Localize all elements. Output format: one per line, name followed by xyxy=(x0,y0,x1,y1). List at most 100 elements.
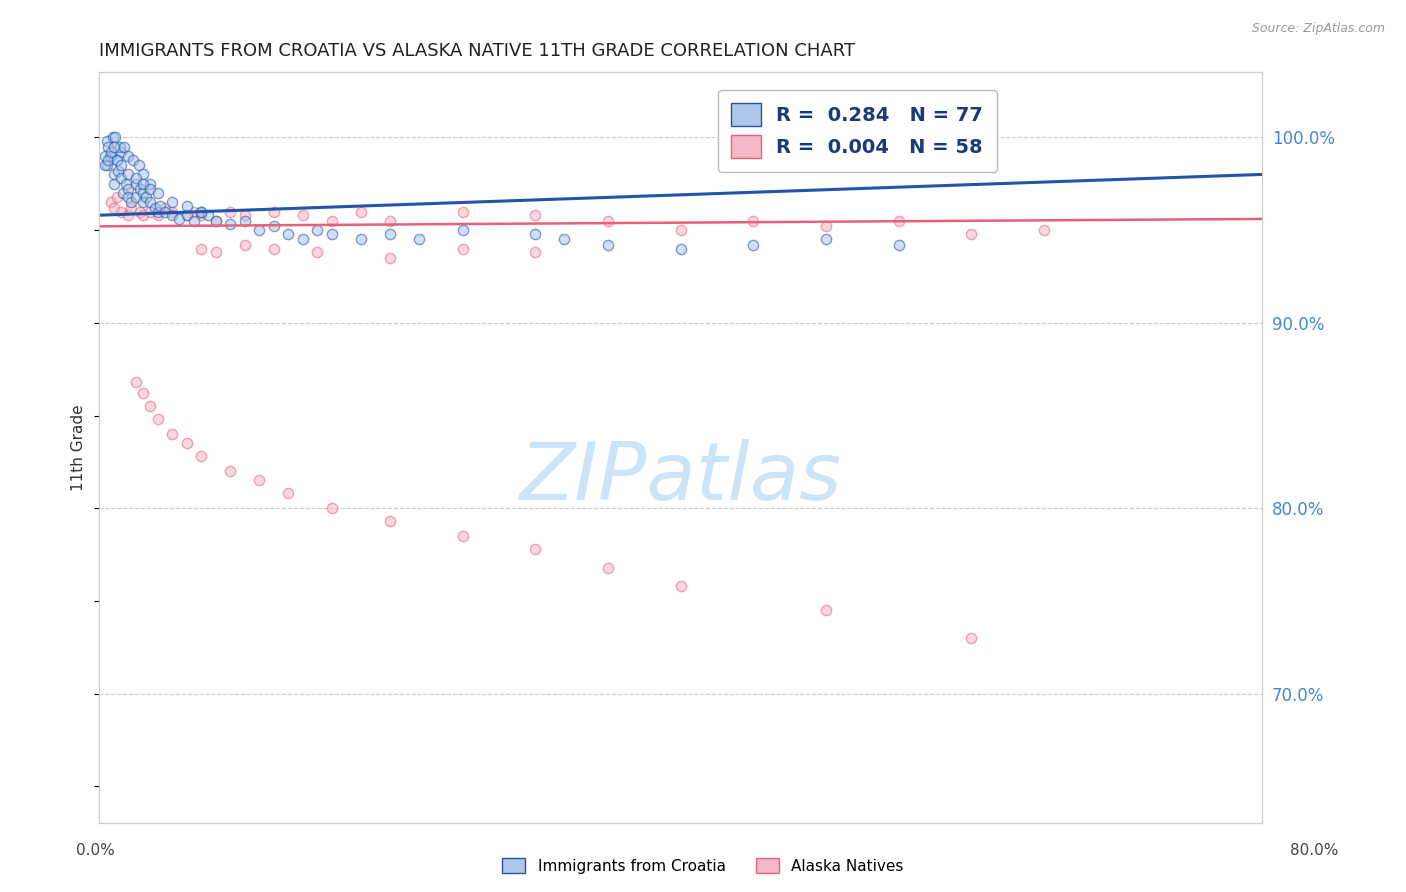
Point xyxy=(107,163,129,178)
Point xyxy=(263,204,285,219)
Point xyxy=(100,145,122,160)
Point xyxy=(98,149,121,163)
Point xyxy=(105,189,128,203)
Point xyxy=(742,238,765,252)
Point xyxy=(120,201,142,215)
Point xyxy=(451,204,474,219)
Point xyxy=(190,208,212,222)
Point xyxy=(110,204,132,219)
Point xyxy=(669,242,692,256)
Point xyxy=(277,227,299,241)
Point xyxy=(117,149,139,163)
Point xyxy=(143,201,166,215)
Point xyxy=(247,223,270,237)
Point xyxy=(197,208,219,222)
Legend: Immigrants from Croatia, Alaska Natives: Immigrants from Croatia, Alaska Natives xyxy=(496,852,910,880)
Point xyxy=(190,204,212,219)
Point xyxy=(350,232,373,246)
Point xyxy=(451,529,474,543)
Point xyxy=(176,208,198,222)
Point xyxy=(103,201,125,215)
Point xyxy=(669,223,692,237)
Point xyxy=(1033,223,1056,237)
Point xyxy=(121,153,143,167)
Point xyxy=(596,214,619,228)
Point xyxy=(815,232,838,246)
Point xyxy=(117,208,139,222)
Point xyxy=(114,177,136,191)
Point xyxy=(408,232,430,246)
Point xyxy=(103,168,125,182)
Point xyxy=(132,177,155,191)
Point xyxy=(553,232,575,246)
Point xyxy=(132,386,155,401)
Point xyxy=(110,145,132,160)
Point xyxy=(204,214,226,228)
Point xyxy=(125,375,148,389)
Text: ZIPatlas: ZIPatlas xyxy=(520,439,842,517)
Point xyxy=(291,208,314,222)
Point xyxy=(183,204,205,219)
Point xyxy=(132,168,155,182)
Point xyxy=(887,214,910,228)
Point xyxy=(596,238,619,252)
Point xyxy=(378,214,401,228)
Point xyxy=(190,242,212,256)
Point xyxy=(263,219,285,234)
Point xyxy=(100,149,122,163)
Point xyxy=(524,245,547,260)
Point xyxy=(103,177,125,191)
Point xyxy=(321,214,343,228)
Point xyxy=(160,195,183,210)
Point xyxy=(247,474,270,488)
Point xyxy=(233,214,256,228)
Point xyxy=(104,130,127,145)
Point xyxy=(146,208,169,222)
Point xyxy=(263,242,285,256)
Point xyxy=(153,204,176,219)
Point xyxy=(160,208,183,222)
Point xyxy=(596,560,619,574)
Point xyxy=(139,182,162,196)
Point xyxy=(125,189,148,203)
Point xyxy=(94,158,117,172)
Point xyxy=(307,245,329,260)
Point xyxy=(815,219,838,234)
Point xyxy=(669,579,692,593)
Point xyxy=(105,153,128,167)
Point xyxy=(111,186,134,200)
Point xyxy=(97,139,120,153)
Point xyxy=(146,186,169,200)
Text: 80.0%: 80.0% xyxy=(1291,843,1339,858)
Point xyxy=(233,208,256,222)
Point xyxy=(96,158,118,172)
Point xyxy=(204,245,226,260)
Point xyxy=(117,182,139,196)
Point xyxy=(135,189,157,203)
Point xyxy=(101,130,124,145)
Point xyxy=(176,199,198,213)
Point xyxy=(149,199,172,213)
Point xyxy=(960,227,983,241)
Point xyxy=(97,153,120,167)
Point xyxy=(524,227,547,241)
Point xyxy=(183,214,205,228)
Point xyxy=(815,603,838,617)
Point xyxy=(128,158,150,172)
Point xyxy=(219,464,242,478)
Point xyxy=(451,223,474,237)
Point xyxy=(132,208,155,222)
Point xyxy=(291,232,314,246)
Point xyxy=(451,242,474,256)
Point xyxy=(742,214,765,228)
Point xyxy=(960,631,983,645)
Point xyxy=(94,149,117,163)
Point xyxy=(125,171,148,186)
Text: 0.0%: 0.0% xyxy=(76,843,115,858)
Point xyxy=(125,177,148,191)
Point xyxy=(524,208,547,222)
Point xyxy=(110,158,132,172)
Point xyxy=(887,238,910,252)
Point xyxy=(307,223,329,237)
Point xyxy=(190,204,212,219)
